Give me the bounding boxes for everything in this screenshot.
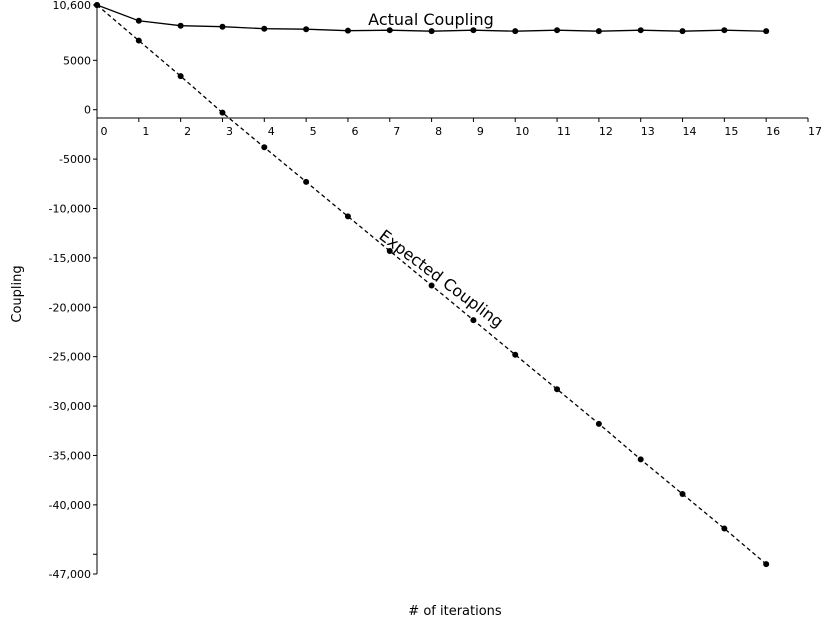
y-tick-label: -30,000 [49, 400, 91, 413]
x-tick-label: 2 [184, 125, 191, 138]
data-point-actual-coupling [637, 27, 644, 34]
data-point-actual-coupling [763, 28, 770, 35]
data-point-actual-coupling [470, 27, 477, 34]
x-tick-label: 1 [142, 125, 149, 138]
data-point-expected-coupling [386, 247, 393, 254]
x-axis: 0 1 2 3 4 5 6 7 8 9 10 11 12 13 14 15 16 17 [96, 117, 822, 138]
x-tick-label: 15 [724, 125, 738, 138]
x-tick-label: 11 [557, 125, 571, 138]
data-point-actual-coupling [679, 28, 686, 35]
series-label-expected-coupling: Expected Coupling [376, 226, 507, 332]
x-tick-label: 4 [268, 125, 275, 138]
data-point-actual-coupling [135, 17, 142, 24]
series-label-actual-coupling: Actual Coupling [368, 10, 494, 29]
x-tick-label: 17 [808, 125, 822, 138]
data-point-expected-coupling [512, 351, 519, 358]
x-tick-label: 10 [515, 125, 529, 138]
x-tick-label: 14 [683, 125, 697, 138]
y-tick-label: -35,000 [49, 449, 91, 462]
data-point-actual-coupling [219, 23, 226, 30]
y-tick-label: -15,000 [49, 252, 91, 265]
data-point-expected-coupling [637, 456, 644, 463]
data-point-expected-coupling [470, 317, 477, 324]
data-point-expected-coupling [595, 420, 602, 427]
data-point-expected-coupling [554, 386, 561, 393]
x-tick-label: 16 [766, 125, 780, 138]
data-point-expected-coupling [763, 561, 770, 568]
y-axis-title: Coupling [10, 265, 25, 322]
data-point-expected-coupling [428, 282, 435, 289]
x-tick-label: 9 [477, 125, 484, 138]
x-tick-label: 8 [435, 125, 442, 138]
y-tick-label: -40,000 [49, 499, 91, 512]
data-point-expected-coupling [135, 37, 142, 44]
x-tick-label: 5 [310, 125, 317, 138]
y-axis: 10,600 5000 0 -5000 -10,000 -15,000 -20,000 -25… [49, 0, 98, 581]
data-point-actual-coupling [512, 28, 519, 35]
x-axis-title: # of iterations [408, 604, 502, 619]
x-tick-label: 7 [393, 125, 400, 138]
data-point-actual-coupling [595, 28, 602, 35]
data-point-expected-coupling [261, 144, 268, 151]
x-tick-label: 13 [641, 125, 655, 138]
data-point-expected-coupling [679, 490, 686, 497]
y-tick-label: -5000 [59, 153, 91, 166]
y-tick-label: -20,000 [49, 301, 91, 314]
x-tick-label: 6 [351, 125, 358, 138]
data-point-actual-coupling [554, 27, 561, 34]
data-point-actual-coupling [344, 27, 351, 34]
x-tick-label: 12 [599, 125, 613, 138]
y-tick-label: -47,000 [49, 568, 91, 581]
data-point-actual-coupling [261, 25, 268, 32]
y-tick-label: 5000 [63, 54, 91, 67]
x-tick-label: 3 [226, 125, 233, 138]
y-tick-label: -25,000 [49, 351, 91, 364]
data-point-expected-coupling [721, 525, 728, 532]
y-tick-label: 0 [84, 104, 91, 117]
data-point-actual-coupling [177, 22, 184, 29]
y-tick-label: 10,600 [53, 0, 92, 12]
x-tick-label: 0 [101, 125, 108, 138]
data-point-actual-coupling [721, 27, 728, 34]
data-point-expected-coupling [303, 178, 310, 185]
data-point-actual-coupling [386, 27, 393, 34]
data-point-actual-coupling [303, 26, 310, 33]
data-point-expected-coupling [344, 213, 351, 220]
data-point-expected-coupling [219, 109, 226, 116]
data-point-expected-coupling [94, 2, 100, 8]
data-point-actual-coupling [428, 28, 435, 35]
data-point-expected-coupling [177, 73, 184, 80]
y-tick-label: -10,000 [49, 202, 91, 215]
series-layer [94, 2, 770, 568]
